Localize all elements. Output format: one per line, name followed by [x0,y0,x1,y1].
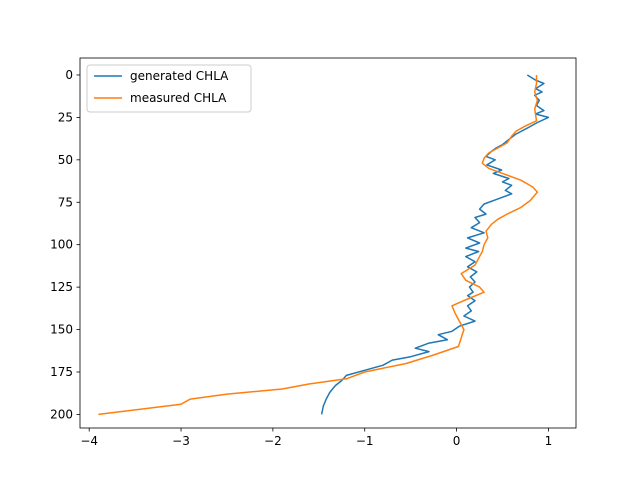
y-tick-label: 175 [50,365,73,379]
x-tick-label: 1 [545,434,553,448]
x-tick-label: −4 [80,434,98,448]
y-tick-label: 125 [50,280,73,294]
legend-label-generated: generated CHLA [130,69,229,83]
series-line-generated [320,74,550,415]
y-tick-label: 100 [50,238,73,252]
y-tick-label: 25 [58,110,73,124]
y-tick-label: 75 [58,195,73,209]
plot-area [80,58,576,428]
y-tick-label: 0 [65,68,73,82]
plot-frame [79,57,577,429]
x-tick-label: −1 [356,434,374,448]
x-tick-label: 0 [453,434,461,448]
y-tick-label: 150 [50,323,73,337]
legend: generated CHLA measured CHLA [86,64,252,113]
y-tick-label: 50 [58,153,73,167]
x-tick-label: −3 [172,434,190,448]
y-axis: 0 25 50 75 100 125 150 175 200 [50,68,80,421]
y-tick-label: 200 [50,407,73,421]
x-tick-label: −2 [264,434,282,448]
legend-box [86,64,252,113]
x-axis: −4 −3 −2 −1 0 1 [80,428,552,448]
series-layer [98,74,550,416]
legend-label-measured: measured CHLA [130,91,227,105]
series-line-measured [98,75,539,416]
